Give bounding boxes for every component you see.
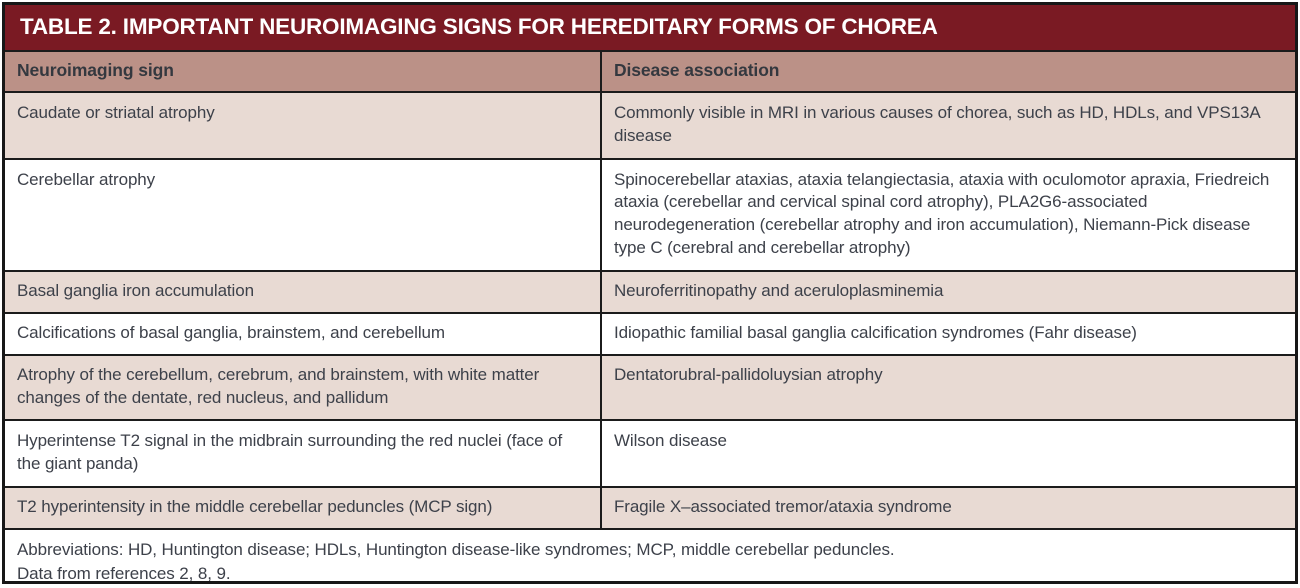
- disease-cell: Spinocerebellar ataxias, ataxia telangie…: [599, 157, 1295, 273]
- disease-cell: Neuroferritinopathy and aceruloplasminem…: [599, 270, 1295, 315]
- disease-cell: Dentatorubral-pallidoluysian atrophy: [599, 354, 1295, 421]
- sign-cell: Calcifications of basal ganglia, brainst…: [5, 312, 602, 357]
- footnote-references: Data from references 2, 8, 9.: [17, 564, 231, 584]
- table-row-t2-mcp-sign: T2 hyperintensity in the middle cerebell…: [5, 485, 1295, 530]
- footnote-cell: Abbreviations: HD, Huntington disease; H…: [5, 527, 1295, 584]
- header-row: Neuroimaging sign Disease association: [5, 51, 1295, 93]
- column-header-neuroimaging-sign: Neuroimaging sign: [5, 51, 602, 93]
- sign-cell: T2 hyperintensity in the middle cerebell…: [5, 485, 602, 530]
- neuroimaging-signs-table: Neuroimaging sign Disease association Ca…: [5, 51, 1295, 584]
- table-row-hyperintense-t2-midbrain: Hyperintense T2 signal in the midbrain s…: [5, 419, 1295, 488]
- column-header-disease-association: Disease association: [599, 51, 1295, 93]
- table-title: TABLE 2. IMPORTANT NEUROIMAGING SIGNS FO…: [20, 14, 938, 39]
- disease-cell: Fragile X–associated tremor/ataxia syndr…: [599, 485, 1295, 530]
- footnote-row: Abbreviations: HD, Huntington disease; H…: [5, 527, 1295, 584]
- table-row-caudate-striatal-atrophy: Caudate or striatal atrophy Commonly vis…: [5, 90, 1295, 160]
- disease-cell: Wilson disease: [599, 419, 1295, 488]
- sign-cell: Basal ganglia iron accumulation: [5, 270, 602, 315]
- table-title-bar: TABLE 2. IMPORTANT NEUROIMAGING SIGNS FO…: [5, 5, 1295, 52]
- disease-cell: Idiopathic familial basal ganglia calcif…: [599, 312, 1295, 357]
- sign-cell: Caudate or striatal atrophy: [5, 90, 602, 160]
- table-row-cerebellar-atrophy: Cerebellar atrophy Spinocerebellar ataxi…: [5, 157, 1295, 273]
- table-row-basal-ganglia-iron: Basal ganglia iron accumulation Neurofer…: [5, 270, 1295, 315]
- table-row-calcifications: Calcifications of basal ganglia, brainst…: [5, 312, 1295, 357]
- sign-cell: Hyperintense T2 signal in the midbrain s…: [5, 419, 602, 488]
- sign-cell: Cerebellar atrophy: [5, 157, 602, 273]
- disease-cell: Commonly visible in MRI in various cause…: [599, 90, 1295, 160]
- sign-cell: Atrophy of the cerebellum, cerebrum, and…: [5, 354, 602, 421]
- table-row-atrophy-white-matter: Atrophy of the cerebellum, cerebrum, and…: [5, 354, 1295, 421]
- footnote-abbreviations: Abbreviations: HD, Huntington disease; H…: [17, 539, 895, 559]
